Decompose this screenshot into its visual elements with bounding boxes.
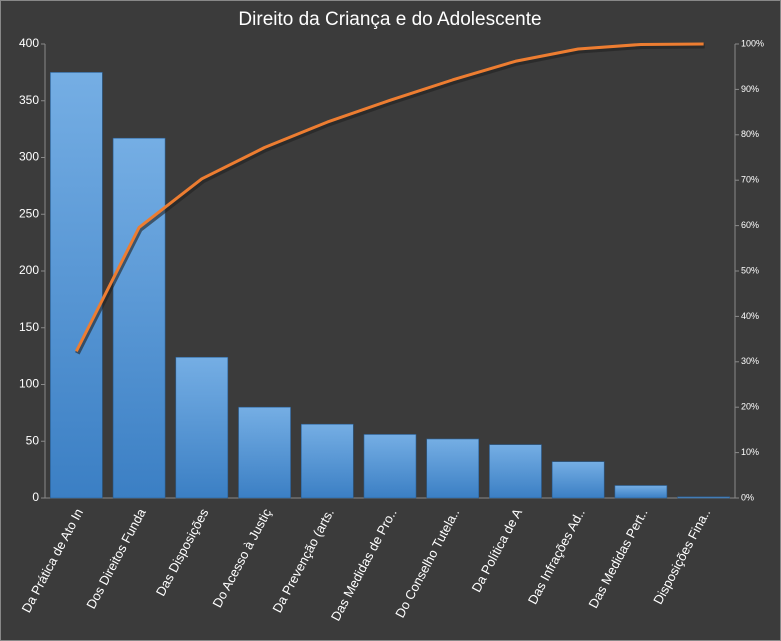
y-tick-label: 200 xyxy=(19,263,39,277)
bar xyxy=(238,406,291,499)
y2-tick-label: 50% xyxy=(741,265,759,275)
y2-tick-label: 90% xyxy=(741,84,759,94)
y-tick-label: 250 xyxy=(19,206,39,220)
y-tick-label: 0 xyxy=(32,490,39,504)
y-tick-label: 350 xyxy=(19,93,39,107)
cumulative-line xyxy=(75,42,704,353)
bar xyxy=(50,72,103,499)
y-tick-label: 300 xyxy=(19,150,39,164)
bar xyxy=(551,461,605,499)
y2-tick-label: 60% xyxy=(741,220,759,230)
line-shadow xyxy=(75,43,705,355)
y2-tick-label: 30% xyxy=(741,356,759,366)
y-tick-label: 400 xyxy=(19,36,39,50)
bar xyxy=(489,444,542,499)
y-tick-label: 50 xyxy=(26,433,40,447)
y2-tick-label: 10% xyxy=(741,447,759,457)
bar xyxy=(426,438,480,499)
y2-tick-label: 70% xyxy=(741,175,759,185)
bar xyxy=(363,434,417,499)
y2-tick-label: 100% xyxy=(741,38,764,48)
y2-tick-label: 40% xyxy=(741,311,759,321)
bar xyxy=(300,423,354,499)
y2-tick-label: 20% xyxy=(741,402,759,412)
chart-title: Direito da Criança e do Adolescente xyxy=(238,9,541,30)
bar xyxy=(614,485,668,499)
bar xyxy=(677,496,730,499)
y2-tick-label: 80% xyxy=(741,129,759,139)
y-tick-label: 100 xyxy=(19,377,39,391)
bar xyxy=(112,137,166,499)
y-tick-label: 150 xyxy=(19,320,39,334)
y2-tick-label: 0% xyxy=(741,492,754,502)
bar xyxy=(175,356,229,499)
